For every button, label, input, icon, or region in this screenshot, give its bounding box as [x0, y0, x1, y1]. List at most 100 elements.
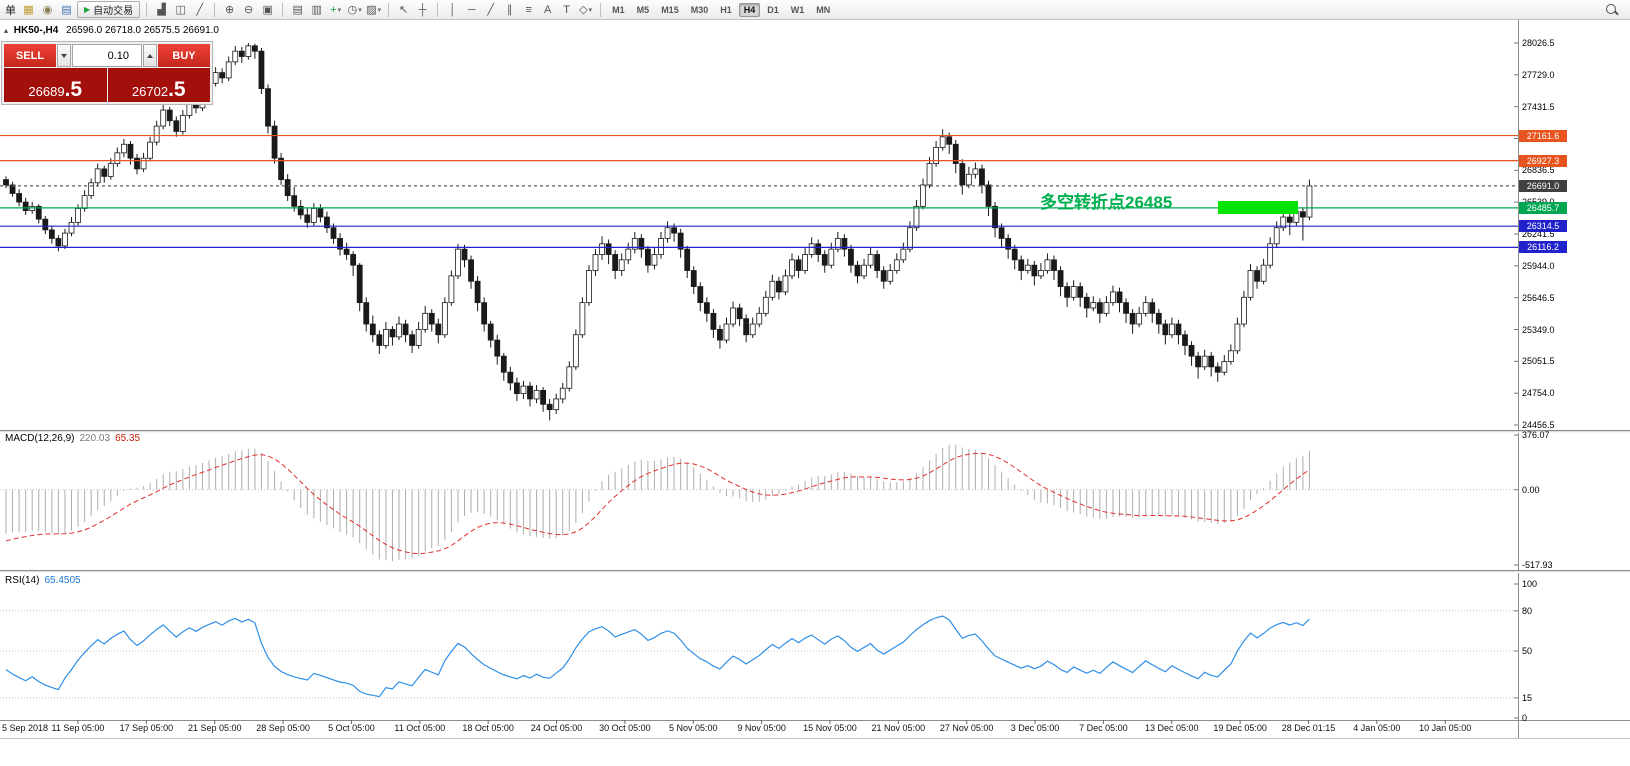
toolbar: 单 ▦ ◉ ▤ ▶ 自动交易 ▟ ◫ ╱ ⊕ ⊖ ▣ ▤ ▥ + ▾ ◷ ▾ ▨ ▾ ↖ ┼ │ ─ ╱ ∥ ≡ A T ◇ ▾ M1 M5 M1…	[0, 0, 1630, 20]
price-level-tag: 26314.5	[1519, 220, 1567, 233]
price-axis-label: 27431.5	[1522, 101, 1555, 112]
panel-splitter-macd[interactable]	[0, 430, 1630, 433]
time-axis-label: 3 Dec 05:00	[1010, 723, 1060, 733]
one-click-trade-panel: SELL 0.10 BUY 26689.5 26702.5	[1, 41, 213, 105]
price-axis-label: 28026.5	[1522, 38, 1555, 48]
zoom-out-icon[interactable]: ⊖	[240, 2, 257, 18]
macd-label: MACD(12,26,9) 220.03 65.35	[5, 433, 140, 444]
timeframe-button-h1[interactable]: H1	[720, 4, 732, 15]
sell-price-frac: .5	[64, 78, 83, 101]
zoom-in-icon[interactable]: ⊕	[221, 2, 238, 18]
candle-body	[612, 254, 619, 271]
search-icon[interactable]	[1605, 3, 1619, 17]
candle-body	[527, 385, 533, 400]
candle-body	[343, 248, 350, 255]
candle-body	[310, 208, 317, 223]
candle-body	[317, 208, 324, 218]
volume-decrease-button[interactable]	[57, 44, 71, 67]
cursor-icon[interactable]: ↖	[395, 2, 412, 18]
new-order-icon[interactable]: ▦	[20, 2, 37, 18]
candle-body	[808, 243, 815, 255]
timeframe-button-w1[interactable]: W1	[790, 4, 805, 15]
tile-windows-icon[interactable]: ▣	[259, 2, 276, 18]
templates-icon[interactable]: ▨ ▾	[365, 2, 382, 18]
timeframe-button-d1[interactable]: D1	[767, 4, 779, 15]
chart-symbol-period: HK50-,H4	[13, 25, 59, 36]
candle-body	[448, 275, 455, 304]
chevron-down-icon: ▾	[377, 6, 382, 14]
fibonacci-icon[interactable]: ≡	[520, 2, 537, 18]
periods-icon[interactable]: ◷ ▾	[346, 2, 363, 18]
crosshair-icon[interactable]: ┼	[414, 2, 431, 18]
chevron-down-icon: ▾	[337, 6, 342, 14]
rsi-scale-label: 0	[1522, 713, 1528, 723]
candle-body	[887, 270, 894, 282]
panel-splitter-rsi[interactable]	[0, 570, 1630, 573]
time-axis-label: 13 Dec 05:00	[1144, 723, 1199, 733]
candle-body	[1201, 355, 1208, 368]
order-menu[interactable]: 单	[5, 4, 16, 17]
candle-body	[29, 205, 36, 212]
price-axis-label: 26836.5	[1522, 165, 1555, 176]
candle-body	[1064, 286, 1070, 298]
candle-body	[245, 45, 252, 57]
timeframe-button-m30[interactable]: M30	[690, 4, 709, 15]
candle-body	[481, 302, 488, 325]
candlestick-chart-icon[interactable]: ◫	[172, 2, 189, 18]
horizontal-line-icon[interactable]: ─	[463, 2, 480, 18]
sell-button[interactable]: SELL	[4, 44, 56, 67]
candle-body	[1149, 302, 1156, 314]
price-axis-label: 26241.5	[1522, 229, 1555, 239]
candle-body	[278, 157, 285, 180]
shapes-icon[interactable]: ◇ ▾	[577, 2, 594, 18]
line-chart-icon[interactable]: ╱	[191, 2, 208, 18]
candle-body	[1038, 270, 1044, 277]
timeframe-button-m5[interactable]: M5	[636, 4, 650, 15]
equidistant-channel-icon: ∥	[506, 4, 513, 16]
timeframe-button-h4[interactable]: H4	[738, 2, 761, 17]
candle-body	[127, 143, 134, 159]
candle-body	[94, 168, 101, 184]
cascade-windows-icon[interactable]: ▥	[308, 2, 325, 18]
time-axis-label: 28 Dec 01:15	[1281, 723, 1336, 733]
toolbar-separator	[388, 2, 390, 17]
market-watch-icon[interactable]: ▤	[58, 2, 75, 18]
auto-arrange-icon[interactable]: ▤	[289, 2, 306, 18]
arrow-up-icon	[147, 53, 153, 58]
candle-body	[638, 238, 645, 250]
buy-button[interactable]: BUY	[158, 44, 210, 67]
timeframe-button-m15[interactable]: M15	[661, 4, 679, 15]
candle-body	[62, 232, 68, 247]
candle-body	[1260, 264, 1267, 282]
macd-name: MACD(12,26,9)	[5, 433, 75, 444]
bar-chart-icon[interactable]: ▟	[153, 2, 170, 18]
text-icon[interactable]: A	[539, 2, 556, 18]
candle-body	[1182, 334, 1188, 346]
indicators-icon[interactable]: + ▾	[327, 2, 344, 18]
autotrading-button[interactable]: ▶ 自动交易	[77, 1, 141, 18]
timeframe-button-mn[interactable]: MN	[816, 4, 831, 15]
price-axis[interactable]	[1518, 20, 1630, 720]
volume-input[interactable]: 0.10	[72, 44, 142, 67]
candle-body	[677, 232, 684, 250]
rsi-scale-label: 15	[1522, 692, 1533, 703]
profile-icon[interactable]: ◉	[39, 2, 56, 18]
candle-body	[756, 312, 763, 325]
time-axis-label: 24 Oct 05:00	[530, 723, 583, 733]
equidistant-channel-icon[interactable]: ∥	[501, 2, 518, 18]
candlestick-chart-icon: ◫	[175, 4, 186, 16]
chart-title: ▴ HK50-,H4 26596.0 26718.0 26575.5 26691…	[4, 25, 219, 36]
volume-increase-button[interactable]	[143, 44, 157, 67]
candle-body	[841, 238, 848, 250]
text-label-icon[interactable]: T	[558, 2, 575, 18]
buy-price-display[interactable]: 26702.5	[107, 68, 210, 102]
vertical-line-icon[interactable]: │	[444, 2, 461, 18]
candle-body	[880, 270, 887, 282]
toolbar-separator	[214, 2, 216, 17]
one-click-panel-toggle-icon[interactable]: ▴	[4, 26, 9, 35]
candle-body	[435, 323, 442, 336]
timeframe-button-m1[interactable]: M1	[612, 4, 625, 15]
sell-price-display[interactable]: 26689.5	[4, 68, 107, 102]
trendline-icon[interactable]: ╱	[482, 2, 499, 18]
